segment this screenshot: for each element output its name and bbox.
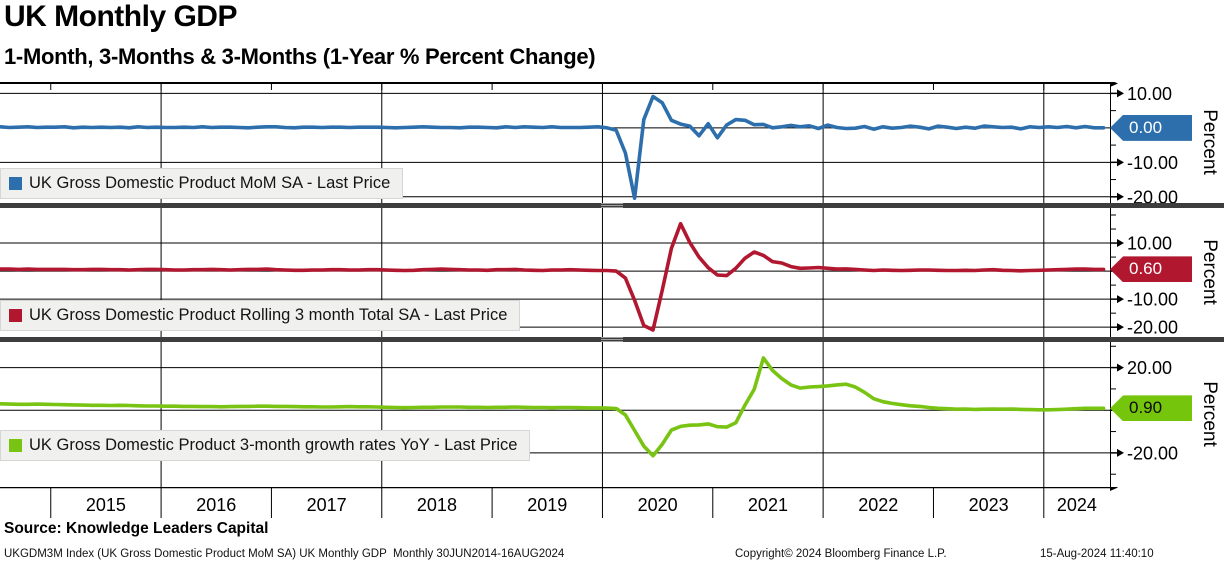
svg-text:2018: 2018 — [417, 495, 457, 515]
y-axis-unit-label: Percent — [1199, 239, 1220, 305]
panel-2-rolling-3m[interactable]: 10.000.00-10.00-20.00 — [0, 208, 1224, 337]
svg-text:-20.00: -20.00 — [1127, 318, 1178, 337]
footer-ticker-info: UKGDM3M Index (UK Gross Domestic Product… — [4, 548, 565, 560]
panel-splitter-1[interactable] — [0, 203, 1224, 208]
legend-rolling-3m[interactable]: UK Gross Domestic Product Rolling 3 mont… — [0, 300, 521, 331]
svg-text:2015: 2015 — [86, 495, 126, 515]
footer-timestamp: 15-Aug-2024 11:40:10 — [1040, 548, 1154, 560]
y-axis-unit-label: Percent — [1199, 381, 1220, 447]
legend-label-mom: UK Gross Domestic Product MoM SA - Last … — [29, 174, 391, 192]
svg-text:2019: 2019 — [527, 495, 567, 515]
source-line: Source: Knowledge Leaders Capital — [4, 520, 269, 537]
x-axis-plot: 2015 2016 2017 2018 2019 2020 2021 2022 2023 2024 — [0, 487, 1118, 518]
legend-swatch-2 — [9, 309, 22, 322]
splitter-grip-icon — [601, 203, 623, 208]
svg-text:2016: 2016 — [196, 495, 236, 515]
svg-text:10.00: 10.00 — [1127, 84, 1172, 104]
svg-text:-10.00: -10.00 — [1127, 153, 1178, 173]
footer-copyright: Copyright© 2024 Bloomberg Finance L.P. — [735, 548, 947, 560]
panel-splitter-2[interactable] — [0, 337, 1224, 342]
svg-text:-20.00: -20.00 — [1127, 443, 1178, 463]
svg-text:2020: 2020 — [638, 495, 678, 515]
svg-text:20.00: 20.00 — [1127, 358, 1172, 378]
svg-text:2022: 2022 — [858, 495, 898, 515]
panel-2-plot: 10.000.00-10.00-20.00 — [0, 208, 1178, 337]
svg-text:-20.00: -20.00 — [1127, 187, 1178, 203]
legend-3m-yoy[interactable]: UK Gross Domestic Product 3-month growth… — [0, 430, 531, 461]
legend-swatch-1 — [9, 177, 22, 190]
panel-1-last-price-badge: 0.00 — [1110, 114, 1192, 141]
svg-text:2017: 2017 — [307, 495, 347, 515]
svg-text:2024: 2024 — [1057, 495, 1097, 515]
panel-3-yoy[interactable]: 20.000.00-20.00 — [0, 342, 1224, 487]
legend-label-3m-yoy: UK Gross Domestic Product 3-month growth… — [29, 436, 518, 454]
y-axis-unit-label: Percent — [1199, 109, 1220, 175]
svg-text:2023: 2023 — [969, 495, 1009, 515]
legend-label-rolling-3m: UK Gross Domestic Product Rolling 3 mont… — [29, 306, 508, 324]
svg-text:10.00: 10.00 — [1127, 234, 1172, 254]
legend-swatch-3 — [9, 439, 22, 452]
svg-text:2021: 2021 — [748, 495, 788, 515]
chart-subtitle: 1-Month, 3-Months & 3-Months (1-Year % P… — [4, 44, 596, 69]
page-title: UK Monthly GDP — [4, 0, 238, 33]
x-axis: 2015 2016 2017 2018 2019 2020 2021 2022 2023 2024 — [0, 487, 1224, 520]
panel-1-plot: 10.000.00-10.00-20.00 — [0, 82, 1178, 203]
panel-2-last-price-badge: 0.60 — [1110, 256, 1192, 283]
splitter-grip-icon — [601, 337, 623, 342]
panel-1-mom[interactable]: 10.00 0.00 -10.00 -20.00 — [0, 82, 1224, 203]
legend-mom[interactable]: UK Gross Domestic Product MoM SA - Last … — [0, 168, 404, 199]
svg-text:-10.00: -10.00 — [1127, 290, 1178, 310]
panel-3-last-price-badge: 0.90 — [1110, 395, 1192, 422]
panel-3-plot: 20.000.00-20.00 — [0, 342, 1178, 487]
